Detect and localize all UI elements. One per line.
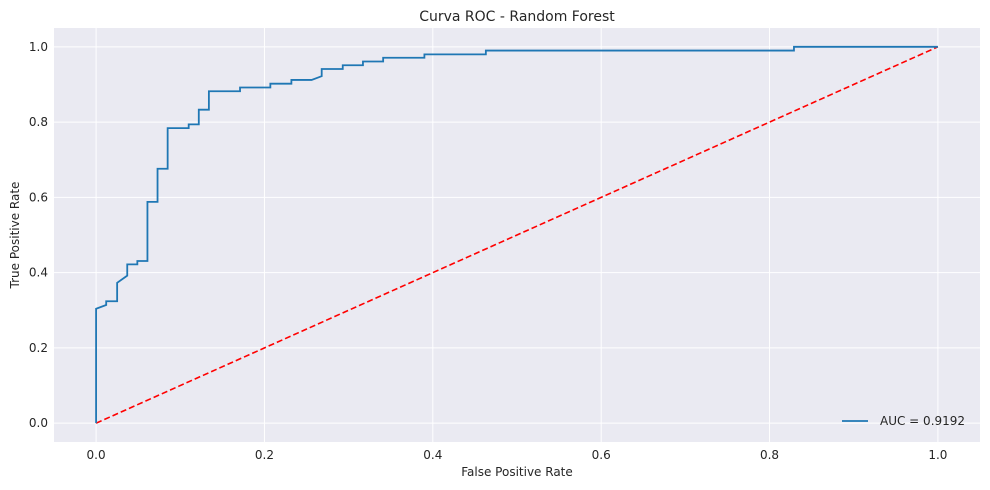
roc-curve-line (95, 45, 938, 424)
legend-label-roc: AUC = 0.9192 (880, 414, 965, 428)
x-tick-label: 0.8 (760, 448, 779, 462)
chart-title: Curva ROC - Random Forest (419, 9, 615, 25)
y-tick-label: 0.8 (29, 115, 48, 129)
grid-lines (54, 28, 980, 442)
y-tick-label: 0.6 (29, 190, 48, 204)
y-tick-labels: 0.0 0.2 0.4 0.6 0.8 1.0 (29, 40, 48, 430)
x-tick-labels: 0.0 0.2 0.4 0.6 0.8 1.0 (87, 448, 948, 462)
y-tick-label: 0.0 (29, 416, 48, 430)
x-tick-label: 0.0 (87, 448, 106, 462)
x-tick-label: 1.0 (928, 448, 947, 462)
x-axis-label: False Positive Rate (461, 465, 573, 479)
y-tick-label: 1.0 (29, 40, 48, 54)
y-axis-label: True Positive Rate (8, 182, 22, 290)
legend: AUC = 0.9192 (842, 414, 965, 428)
x-tick-label: 0.4 (423, 448, 442, 462)
y-tick-label: 0.4 (29, 266, 48, 280)
x-tick-label: 0.2 (255, 448, 274, 462)
series-layer (95, 45, 939, 424)
y-tick-label: 0.2 (29, 341, 48, 355)
random-classifier-line (95, 46, 939, 424)
x-tick-label: 0.6 (592, 448, 611, 462)
